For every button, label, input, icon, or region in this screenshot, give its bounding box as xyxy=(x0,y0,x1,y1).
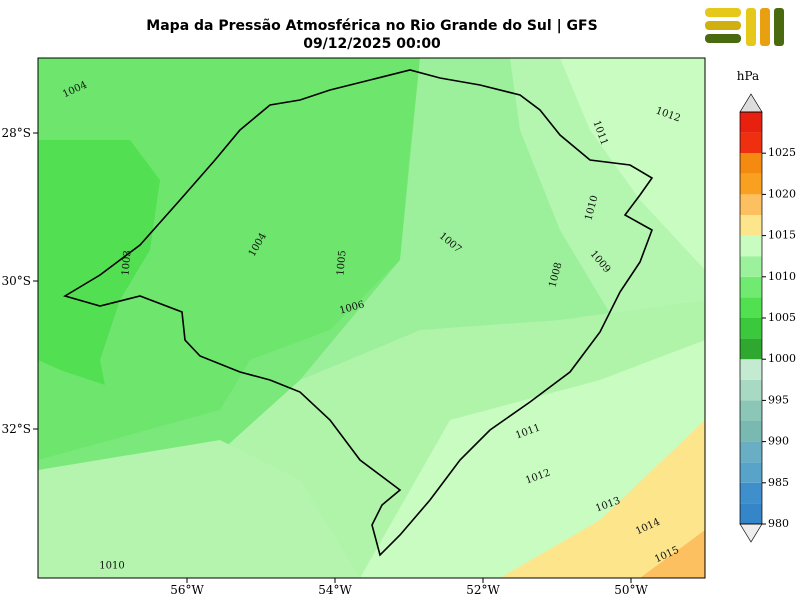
y-tick-label: 32°S xyxy=(2,422,32,436)
colorbar-tick-label: 980 xyxy=(768,517,789,530)
map-field xyxy=(38,58,705,578)
colorbar-segment xyxy=(740,482,762,504)
colorbar-segment xyxy=(740,132,762,154)
colorbar-segment xyxy=(740,359,762,380)
state-outline xyxy=(63,69,654,557)
colorbar-segment xyxy=(740,112,762,133)
colorbar-unit: hPa xyxy=(737,69,759,83)
x-tick-label: 54°W xyxy=(318,583,352,597)
colorbar-segment xyxy=(740,215,762,236)
colorbar-segment xyxy=(740,462,762,483)
colorbar-segment xyxy=(740,441,762,463)
y-tick-label: 30°S xyxy=(2,274,32,288)
colorbar-segment xyxy=(740,400,762,421)
colorbar-tick-label: 985 xyxy=(768,476,789,489)
contour-label: 1003 xyxy=(120,250,133,276)
colorbar-tick-label: 1015 xyxy=(768,229,796,242)
colorbar-segment xyxy=(740,379,762,401)
colorbar-segment xyxy=(740,297,762,318)
colorbar-tick-label: 990 xyxy=(768,435,789,448)
colorbar-segment xyxy=(740,173,762,195)
colorbar-segment xyxy=(740,194,762,215)
title: Mapa da Pressão Atmosférica no Rio Grand… xyxy=(146,18,597,34)
colorbar: 980 985 990 995 1000 1005 1010 1015 1020 1025 xyxy=(739,93,796,543)
colorbar-segment xyxy=(740,235,762,257)
colorbar-tick-label: 1025 xyxy=(768,146,796,159)
colorbar-segment xyxy=(740,503,762,524)
map-frame xyxy=(37,57,706,579)
colorbar-extend-top xyxy=(739,93,763,113)
colorbar-tick-label: 1005 xyxy=(768,311,796,324)
colorbar-segment xyxy=(740,276,762,298)
colorbar-tick-label: 1000 xyxy=(768,352,796,365)
x-tick-label: 52°W xyxy=(466,583,500,597)
colorbar-segment xyxy=(740,318,762,339)
contour-label: 1005 xyxy=(335,250,348,276)
subtitle: 09/12/2025 00:00 xyxy=(303,36,441,52)
y-tick-label: 28°S xyxy=(2,126,32,140)
colorbar-segment xyxy=(740,256,762,277)
contour-label: 1010 xyxy=(99,561,124,572)
colorbar-tick-label: 1010 xyxy=(768,270,796,283)
colorbar-segment xyxy=(740,153,762,174)
colorbar-segment xyxy=(740,421,762,442)
colorbar-tick-label: 1020 xyxy=(768,187,796,200)
colorbar-tick-label: 995 xyxy=(768,393,789,406)
logo xyxy=(705,8,784,46)
colorbar-segment xyxy=(740,338,762,360)
x-tick-label: 56°W xyxy=(170,583,204,597)
x-tick-label: 50°W xyxy=(614,583,648,597)
colorbar-extend-bottom xyxy=(739,523,763,543)
